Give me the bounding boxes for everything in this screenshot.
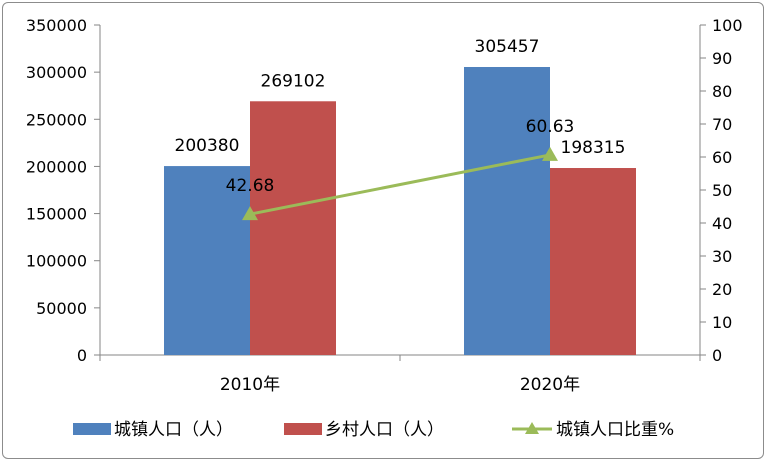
line-series <box>242 146 558 221</box>
chart-frame <box>2 2 764 459</box>
bar-rural <box>550 168 636 355</box>
legend-label-rural: 乡村人口（人） <box>325 420 444 440</box>
y-right-tick-label: 100 <box>712 16 743 35</box>
y-right-tick-label: 20 <box>712 280 732 299</box>
legend-marker-ratio <box>525 422 539 434</box>
line-data-label: 60.63 <box>526 117 575 137</box>
y-right-tick-label: 90 <box>712 49 732 68</box>
legend-swatch-urban <box>73 423 111 435</box>
y-right-tick-label: 40 <box>712 214 732 233</box>
line-data-label: 42.68 <box>226 176 275 196</box>
bar-rural <box>250 101 336 355</box>
bar-data-label: 269102 <box>261 71 326 91</box>
bars <box>164 66 636 356</box>
legend-label-urban: 城镇人口（人） <box>114 420 233 440</box>
bar-data-label: 198315 <box>561 138 626 158</box>
y-right-tick-label: 80 <box>712 82 732 101</box>
axes: 0 50000 100000 150000 200000 250000 300000 3500… <box>26 16 743 395</box>
y-left-tick-label: 100000 <box>26 252 87 271</box>
legend-label-ratio: 城镇人口比重% <box>556 420 674 440</box>
data-labels: 200380 269102 305457 198315 42.68 60.63 <box>175 37 626 196</box>
bar-data-label: 305457 <box>475 37 540 57</box>
ratio-marker <box>242 206 258 221</box>
bar-data-label: 200380 <box>175 136 240 156</box>
y-right-tick-label: 10 <box>712 313 732 332</box>
y-left-tick-label: 50000 <box>36 299 87 318</box>
ratio-marker <box>542 146 558 161</box>
y-left-tick-label: 350000 <box>26 16 87 35</box>
x-category-label: 2010年 <box>220 375 280 395</box>
y-right-tick-label: 30 <box>712 247 732 266</box>
bar-urban <box>464 66 550 356</box>
ratio-line <box>249 153 551 216</box>
y-right-tick-label: 0 <box>712 346 722 365</box>
y-left-tick-label: 0 <box>77 346 87 365</box>
y-left-tick-label: 250000 <box>26 110 87 129</box>
legend: 城镇人口（人） 乡村人口（人） 城镇人口比重% <box>73 420 674 440</box>
bar-urban <box>164 166 250 355</box>
y-right-tick-label: 50 <box>712 181 732 200</box>
legend-swatch-rural <box>284 423 322 435</box>
y-left-tick-label: 150000 <box>26 205 87 224</box>
y-left-tick-label: 300000 <box>26 63 87 82</box>
y-right-tick-label: 60 <box>712 148 732 167</box>
y-left-tick-label: 200000 <box>26 157 87 176</box>
y-right-tick-label: 70 <box>712 115 732 134</box>
x-category-label: 2020年 <box>520 375 580 395</box>
